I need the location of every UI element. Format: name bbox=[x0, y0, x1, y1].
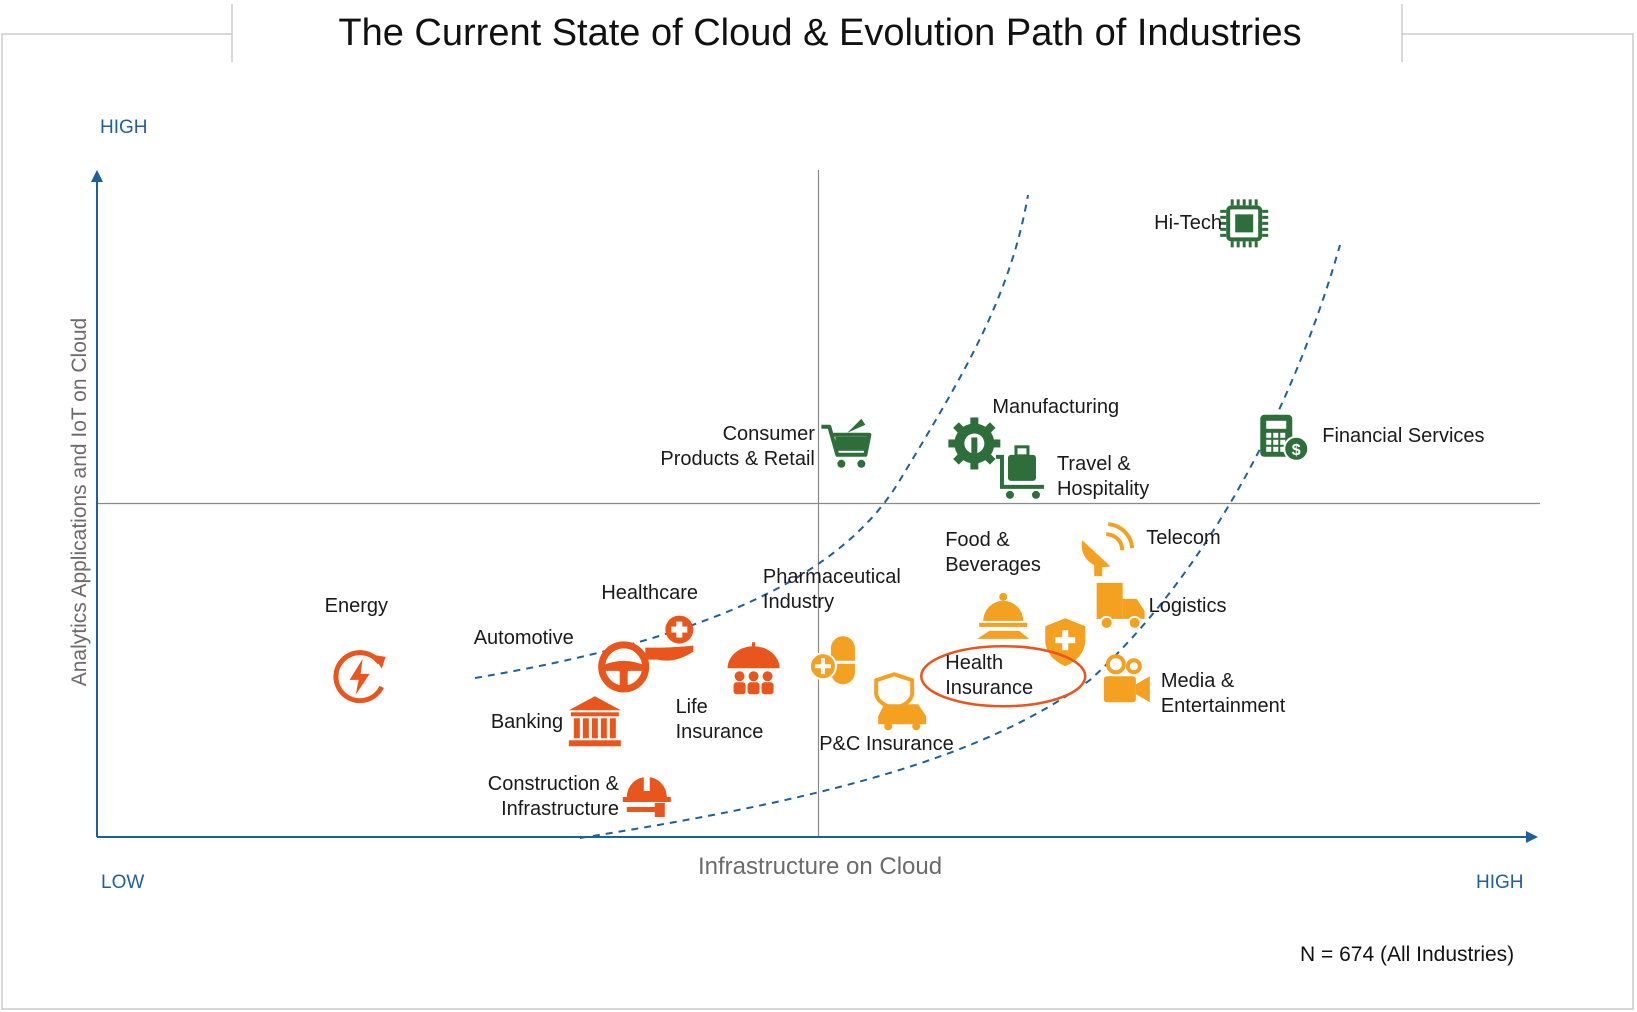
gear-wrench-icon bbox=[948, 417, 1001, 470]
y-axis-high-label: HIGH bbox=[100, 117, 148, 138]
point-label-line: Products & Retail bbox=[660, 447, 815, 470]
car-shield-icon bbox=[874, 672, 927, 731]
x-axis-title: Infrastructure on Cloud bbox=[697, 853, 943, 880]
sample-size-note: N = 674 (All Industries) bbox=[1300, 943, 1515, 966]
chart-title: The Current State of Cloud & Evolution P… bbox=[338, 12, 1302, 54]
video-camera-icon bbox=[1103, 654, 1150, 703]
point-label-line: Entertainment bbox=[1160, 695, 1286, 718]
point-label-line: Infrastructure bbox=[501, 797, 619, 820]
point-label-telecom: Telecom bbox=[1146, 526, 1220, 551]
point-label-line: Automotive bbox=[473, 627, 574, 650]
point-label-banking: Banking bbox=[491, 710, 563, 735]
point-label-health-insurance: Health Insurance bbox=[945, 651, 1033, 701]
point-label-manufacturing: Manufacturing bbox=[992, 395, 1119, 420]
calculator-dollar-icon: $ bbox=[1260, 414, 1310, 462]
x-axis-high-label: HIGH bbox=[1476, 872, 1524, 893]
point-label-line: Life bbox=[675, 696, 708, 719]
point-label-hi-tech: Hi-Tech bbox=[1154, 211, 1222, 236]
point-label-line: Hospitality bbox=[1056, 477, 1150, 500]
point-label-line: Beverages bbox=[945, 553, 1041, 576]
satellite-dish-icon bbox=[1081, 522, 1135, 577]
shopping-cart-icon bbox=[821, 418, 872, 468]
point-label-consumer-products-and-retail: Consumer Products & Retail bbox=[660, 422, 815, 472]
medical-hand-icon bbox=[645, 615, 694, 661]
delivery-truck-icon bbox=[1096, 582, 1145, 630]
point-label-line: Hi-Tech bbox=[1154, 211, 1222, 234]
point-label-travel-and-hospitality: Travel & Hospitality bbox=[1057, 452, 1149, 502]
point-label-line: Financial Services bbox=[1322, 425, 1485, 448]
point-label-energy: Energy bbox=[325, 594, 388, 619]
bank-icon bbox=[568, 696, 621, 747]
point-label-line: Energy bbox=[324, 595, 388, 618]
lightning-cycle-icon bbox=[333, 650, 386, 704]
point-label-logistics: Logistics bbox=[1149, 594, 1227, 619]
luggage-cart-icon bbox=[995, 445, 1044, 499]
point-label-construction-and-infrastructure: Construction & Infrastructure bbox=[488, 772, 619, 822]
svg-text:$: $ bbox=[1292, 442, 1301, 459]
hard-hat-hammer-icon bbox=[622, 776, 671, 817]
point-label-line: Logistics bbox=[1148, 595, 1227, 618]
point-label-healthcare: Healthcare bbox=[601, 581, 698, 606]
point-label-line: Telecom bbox=[1146, 526, 1221, 549]
y-axis-arrow-icon bbox=[91, 170, 103, 182]
food-cloche-icon bbox=[977, 592, 1030, 639]
steering-wheel-icon bbox=[598, 641, 650, 693]
point-label-line: Media & bbox=[1160, 670, 1235, 693]
evolution-curves bbox=[474, 194, 1341, 839]
point-label-line: Insurance bbox=[675, 721, 764, 744]
chip-icon bbox=[1220, 199, 1269, 248]
point-label-pandc-insurance: P&C Insurance bbox=[819, 732, 954, 757]
point-label-line: P&C Insurance bbox=[819, 732, 954, 755]
point-label-line: Banking bbox=[490, 710, 564, 733]
point-label-automotive: Automotive bbox=[474, 626, 574, 651]
x-axis-arrow-icon bbox=[1526, 831, 1538, 843]
health-shield-icon bbox=[1045, 618, 1086, 667]
point-label-pharmaceutical-industry: Pharmaceutical Industry bbox=[763, 565, 901, 615]
y-axis-title: Analytics Applications and IoT on Cloud bbox=[68, 317, 91, 687]
point-label-line: Industry bbox=[762, 591, 835, 614]
umbrella-family-icon bbox=[727, 642, 780, 695]
evolution-curve-lower bbox=[579, 244, 1341, 839]
axes bbox=[91, 170, 1538, 843]
pill-icon bbox=[808, 636, 855, 685]
point-label-line: Insurance bbox=[945, 677, 1034, 700]
point-label-line: Consumer bbox=[722, 422, 815, 445]
point-label-line: Construction & bbox=[487, 772, 619, 795]
point-label-life-insurance: Life Insurance bbox=[676, 695, 764, 745]
outer-frame bbox=[1, 4, 1634, 1010]
point-label-line: Manufacturing bbox=[992, 395, 1120, 418]
point-label-line: Pharmaceutical bbox=[762, 566, 901, 589]
quadrant-dividers bbox=[97, 170, 1540, 837]
point-label-line: Healthcare bbox=[601, 582, 699, 605]
point-label-food-and-beverages: Food & Beverages bbox=[945, 528, 1041, 578]
point-label-financial-services: Financial Services bbox=[1322, 424, 1484, 449]
point-label-media-and-entertainment: Media & Entertainment bbox=[1161, 669, 1286, 719]
highlight-ellipse bbox=[920, 644, 1087, 708]
evolution-curve-upper bbox=[474, 194, 1029, 679]
point-label-line: Health bbox=[945, 652, 1004, 675]
point-label-line: Travel & bbox=[1056, 452, 1131, 475]
data-marks: $ bbox=[333, 199, 1310, 817]
point-label-line: Food & bbox=[945, 528, 1010, 551]
x-axis-low-label: LOW bbox=[101, 872, 145, 893]
